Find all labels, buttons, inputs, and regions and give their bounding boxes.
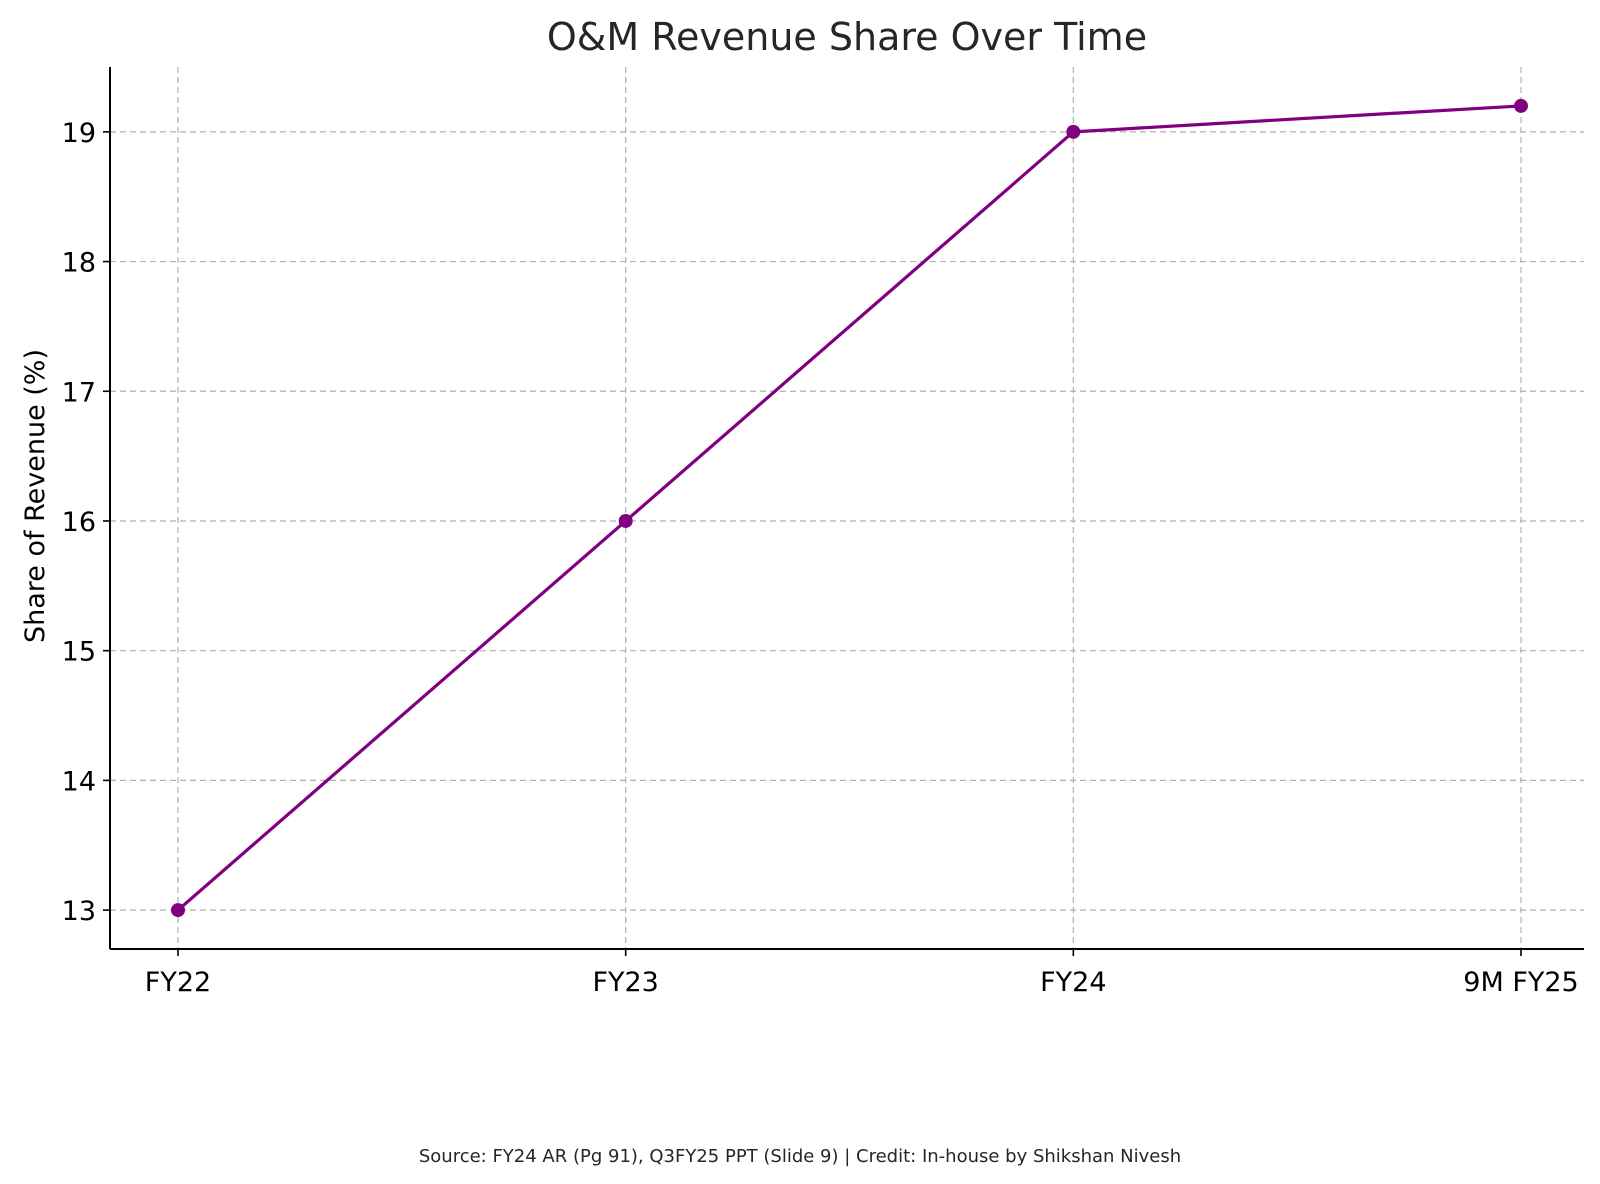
- y-tick-label: 19: [62, 118, 96, 149]
- source-note: Source: FY24 AR (Pg 91), Q3FY25 PPT (Sli…: [418, 1146, 1182, 1167]
- data-point: [618, 513, 633, 528]
- data-point: [1066, 124, 1081, 139]
- y-axis-label: Share of Revenue (%): [20, 349, 51, 643]
- x-tick-label: FY23: [592, 967, 658, 998]
- series-line: [176, 104, 1523, 912]
- data-series: [171, 98, 1528, 918]
- y-tick-label: 18: [62, 248, 96, 279]
- x-tick-label: 9M FY25: [1463, 967, 1578, 998]
- data-point: [171, 903, 185, 918]
- gridlines: [110, 67, 1584, 949]
- y-tick-label: 14: [62, 766, 96, 797]
- y-tick-label: 16: [62, 507, 96, 538]
- y-tick-label: 15: [62, 637, 96, 668]
- y-tick-label: 17: [62, 377, 96, 408]
- x-tick-label: FY22: [145, 967, 211, 998]
- axes: [103, 67, 1584, 956]
- data-point: [1514, 98, 1528, 113]
- tick-labels: 13 14 15 16 17 18 19 FY22 FY23 FY24 9M FY25: [62, 118, 1579, 998]
- x-tick-label: FY24: [1040, 967, 1106, 998]
- chart-title: O&M Revenue Share Over Time: [547, 15, 1147, 59]
- y-tick-label: 13: [62, 896, 96, 927]
